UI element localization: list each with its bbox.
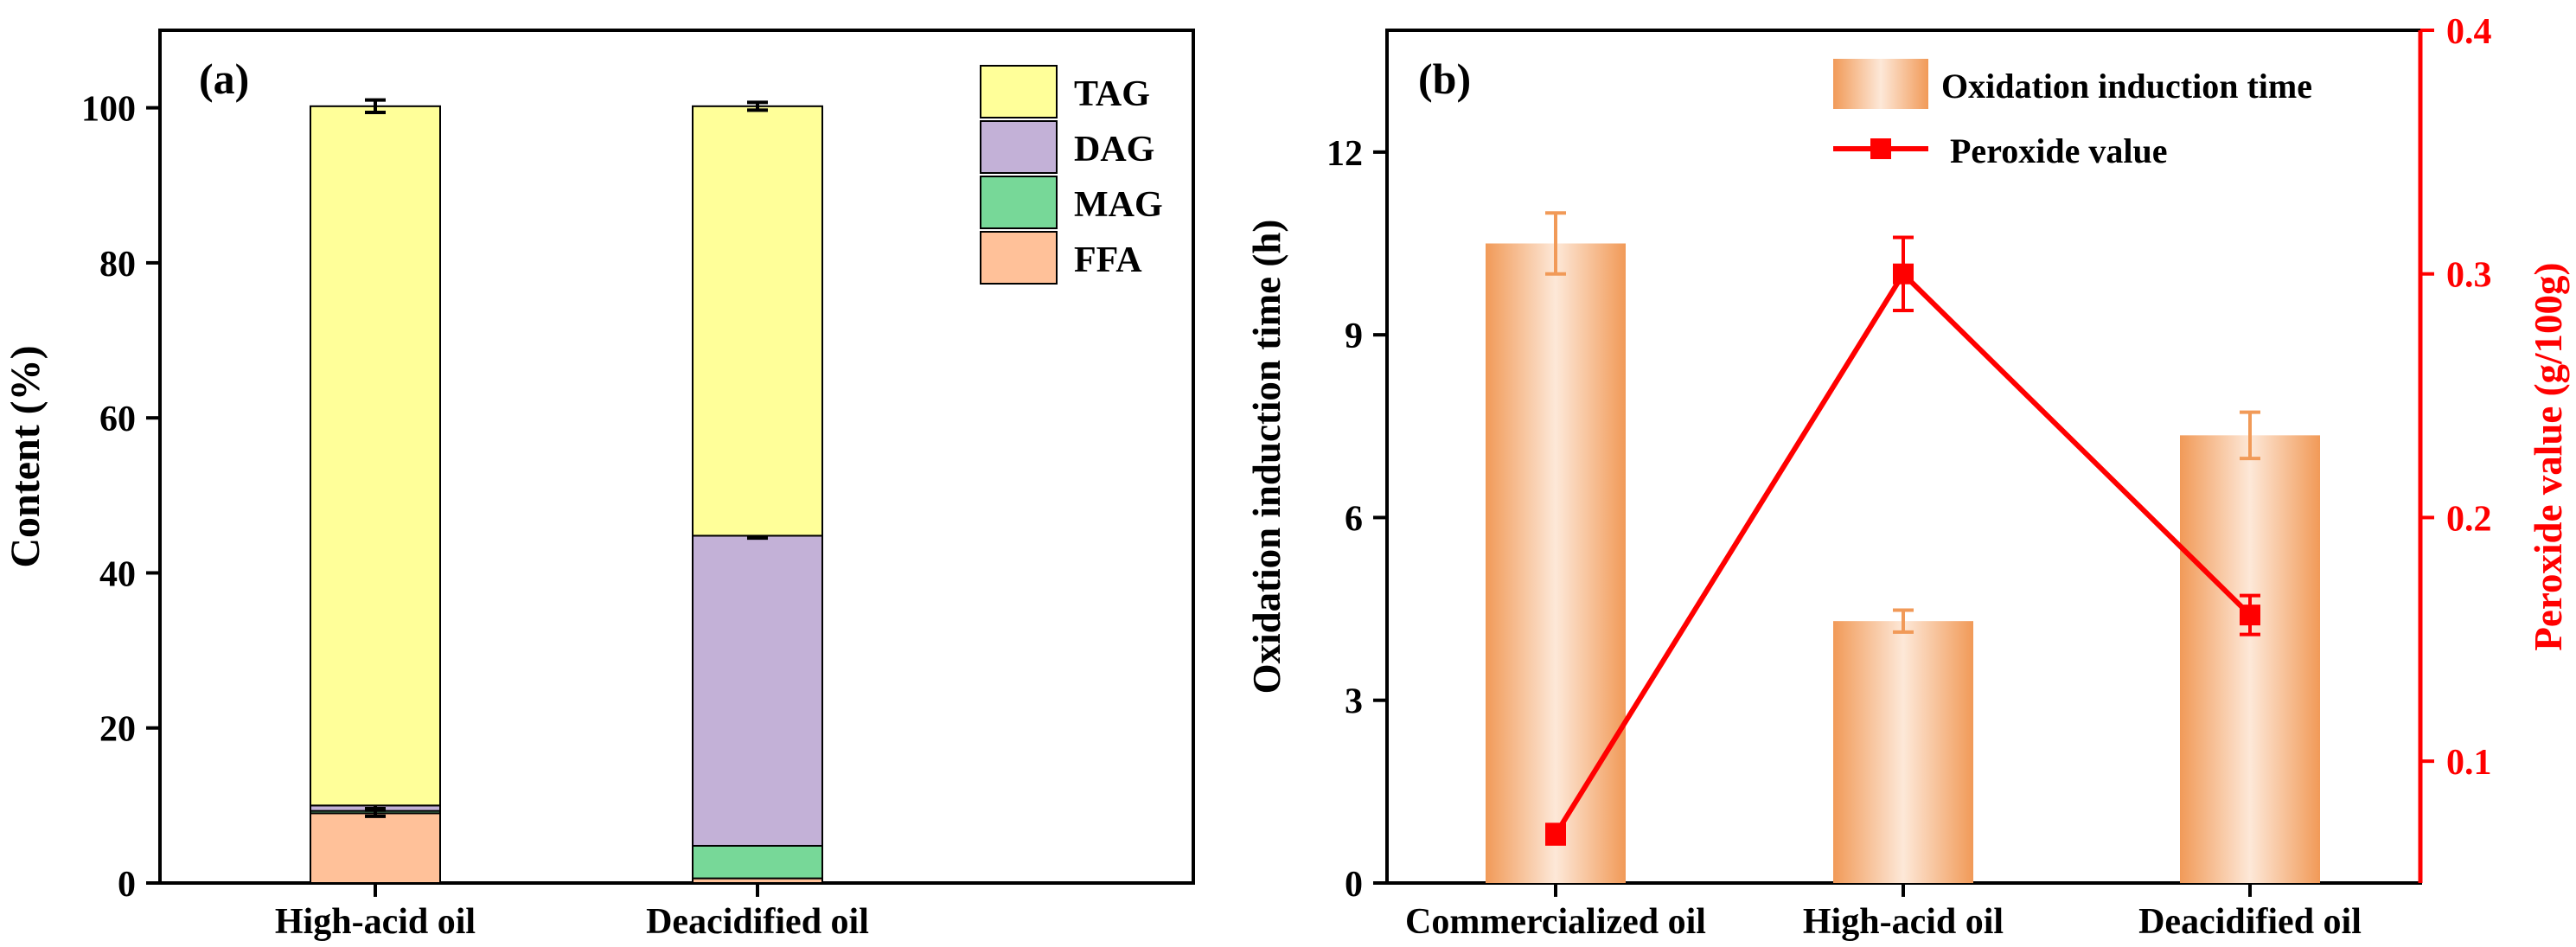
x-tick-label: High-acid oil bbox=[1803, 902, 2004, 942]
panel-b-left-axis: 0 3 6 9 12 bbox=[1326, 134, 1387, 905]
panel-a-x-axis: High-acid oil Deacidified oil bbox=[275, 883, 869, 942]
y-tick-label: 60 bbox=[99, 400, 136, 439]
panel-a-y-axis-title: Content (%) bbox=[3, 345, 48, 567]
panel-b-label: (b) bbox=[1418, 54, 1471, 103]
right-y-tick-label: 0.1 bbox=[2446, 743, 2492, 783]
panel-a: (a) 0 20 40 60 80 100 High-acid oil Deacidifie… bbox=[3, 29, 1195, 942]
x-tick-label: Commercialized oil bbox=[1405, 902, 1706, 942]
x-tick-label: Deacidified oil bbox=[2138, 902, 2362, 942]
left-y-tick-label: 0 bbox=[1345, 865, 1363, 905]
panel-b-right-axis: 0.1 0.2 0.3 0.4 bbox=[2420, 12, 2492, 783]
left-y-tick-label: 12 bbox=[1326, 134, 1363, 174]
legend-label-dag: DAG bbox=[1074, 130, 1154, 170]
right-y-tick-label: 0.4 bbox=[2446, 12, 2492, 52]
bar-oxidation-induction-time bbox=[1486, 243, 1626, 883]
left-y-tick-label: 3 bbox=[1345, 682, 1363, 722]
y-tick-label: 80 bbox=[99, 245, 136, 285]
legend-marker-peroxide bbox=[1870, 138, 1891, 159]
bar-segment-dag bbox=[692, 534, 823, 847]
y-tick-label: 40 bbox=[99, 554, 136, 594]
legend-label-oxidation: Oxidation induction time bbox=[1941, 67, 2312, 106]
legend-swatch-oxidation bbox=[1833, 59, 1928, 109]
panel-b-legend: Oxidation induction time Peroxide value bbox=[1833, 59, 2312, 170]
left-y-tick-label: 9 bbox=[1345, 317, 1363, 356]
bar-segment-tag bbox=[692, 105, 823, 537]
legend-label-tag: TAG bbox=[1074, 74, 1150, 114]
bar-segment-mag bbox=[692, 844, 823, 880]
y-tick-label: 100 bbox=[81, 90, 136, 130]
right-y-tick-label: 0.3 bbox=[2446, 256, 2492, 296]
x-tick-label: Deacidified oil bbox=[646, 902, 869, 942]
peroxide-point bbox=[1545, 823, 1566, 845]
bar-segment-tag bbox=[310, 105, 441, 807]
panel-a-frame bbox=[158, 29, 1195, 885]
panel-a-y-axis: 0 20 40 60 80 100 bbox=[81, 90, 160, 905]
legend-swatch-mag bbox=[980, 176, 1058, 229]
left-y-tick-label: 6 bbox=[1345, 499, 1363, 539]
legend-swatch-ffa bbox=[980, 231, 1058, 285]
x-tick-label: High-acid oil bbox=[275, 902, 476, 942]
panel-a-legend: TAG DAG MAG FFA bbox=[980, 65, 1163, 285]
y-tick-label: 20 bbox=[99, 710, 136, 750]
panel-b-peroxide-line bbox=[1545, 235, 2260, 846]
legend-swatch-dag bbox=[980, 120, 1058, 174]
panel-a-bars bbox=[310, 98, 823, 885]
right-y-tick-label: 0.2 bbox=[2446, 499, 2492, 539]
panel-a-label: (a) bbox=[199, 54, 249, 103]
legend-label-peroxide: Peroxide value bbox=[1950, 131, 2167, 170]
panel-b-x-axis: Commercialized oil High-acid oil Deacidifi… bbox=[1405, 883, 2362, 942]
legend-swatch-tag bbox=[980, 65, 1058, 118]
legend-label-mag: MAG bbox=[1074, 185, 1163, 225]
bar-segment-ffa bbox=[310, 812, 441, 884]
panel-b: (b) 0 3 6 9 12 0.1 0.2 0.3 0.4 Commercialized o… bbox=[1245, 12, 2570, 942]
peroxide-point bbox=[1893, 263, 1914, 285]
bar-oxidation-induction-time bbox=[1833, 621, 1973, 883]
bar-oxidation-induction-time bbox=[2180, 435, 2320, 884]
y-tick-label: 0 bbox=[118, 865, 136, 905]
legend-label-ffa: FFA bbox=[1074, 240, 1142, 280]
panel-b-bars bbox=[1486, 211, 2320, 884]
panel-b-right-axis-title: Peroxide value (g/100g) bbox=[2527, 262, 2570, 650]
panel-b-left-axis-title: Oxidation induction time (h) bbox=[1245, 220, 1288, 694]
peroxide-point bbox=[2240, 605, 2260, 626]
